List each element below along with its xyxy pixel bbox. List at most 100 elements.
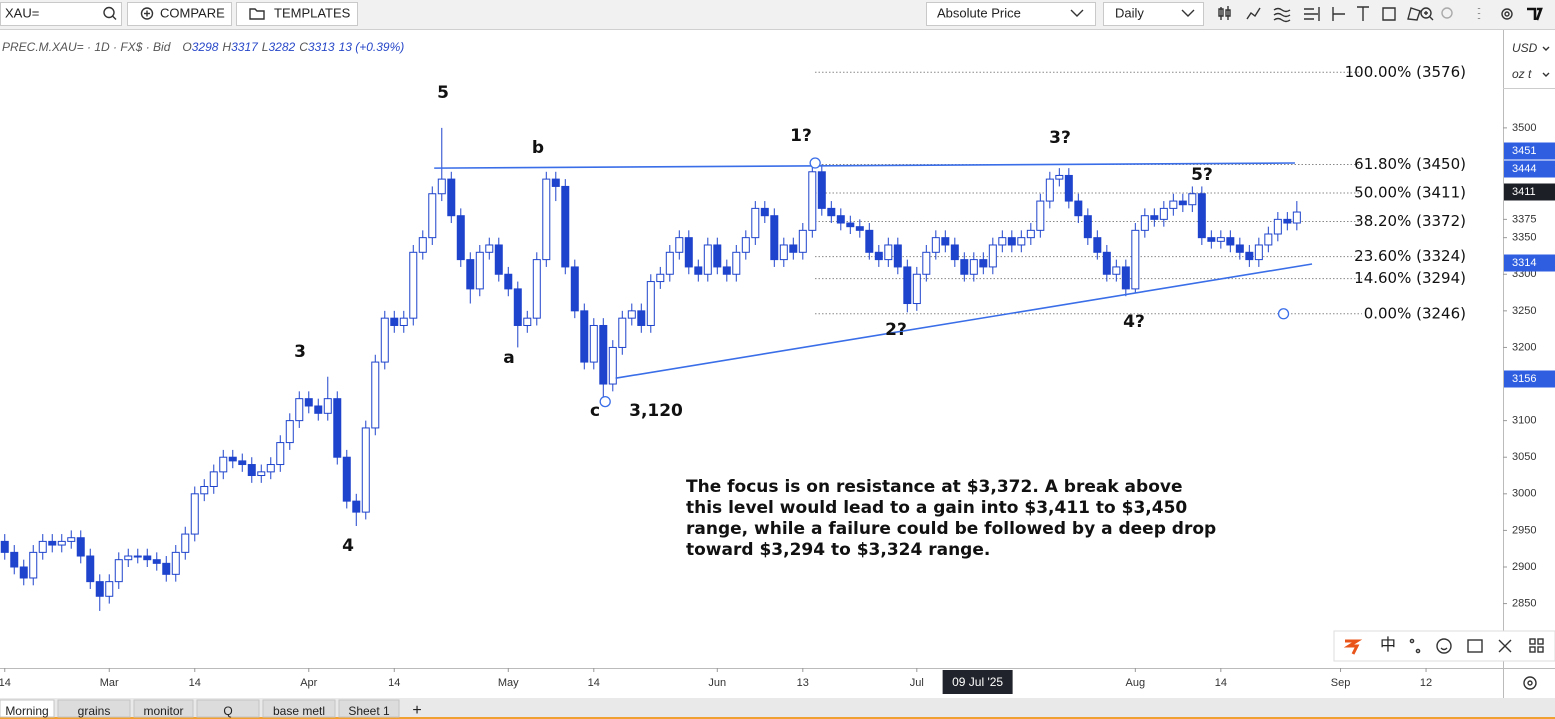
candle-body [1169, 200, 1178, 209]
candle-body [1273, 218, 1282, 235]
candle-body [969, 259, 978, 275]
candle-body [200, 485, 209, 495]
sheet-tab[interactable] [0, 699, 55, 718]
candle-body [1026, 229, 1035, 239]
candle-body [371, 361, 380, 429]
fib-label: 0.00% (3246) [1364, 304, 1466, 322]
sheet-tab-label: Q [223, 704, 232, 718]
language-button[interactable]: 中 [1380, 636, 1396, 654]
candle-body [741, 237, 750, 253]
compare-icon [140, 7, 154, 20]
y-tick-label: 3350 [1512, 232, 1536, 244]
candle-body [304, 398, 313, 407]
interval-dropdown[interactable] [1103, 2, 1204, 26]
candle-body [38, 540, 47, 553]
candle-body [1140, 215, 1149, 231]
candle-body [884, 244, 893, 261]
y-tick-label: 3375 [1512, 213, 1536, 225]
chart: 3500337533503300325032003100305030002950… [0, 63, 1555, 694]
add-tab[interactable]: + [412, 702, 421, 719]
wave-label: b [532, 138, 544, 158]
candle-body [570, 266, 579, 312]
candle-body [76, 537, 85, 557]
anchor-point[interactable] [1277, 308, 1290, 320]
candle-body [209, 471, 218, 487]
x-tick-label: 14 [0, 677, 11, 689]
note-line: range, while a failure could be followed… [686, 519, 1216, 539]
settings-icon[interactable] [1523, 676, 1537, 690]
price-tag [1504, 142, 1555, 160]
candle-body [751, 207, 760, 239]
candle-body [1121, 266, 1130, 290]
wave-label: 4? [1123, 312, 1145, 332]
sheet-tab-label: base metl [273, 704, 325, 718]
candle-body [960, 259, 969, 275]
candle-body [352, 500, 361, 513]
sheet-tab[interactable] [338, 699, 400, 718]
candle-body [1036, 200, 1045, 231]
candle-body [713, 244, 722, 268]
candle-body [418, 237, 427, 253]
currency[interactable]: USD [1512, 41, 1538, 55]
y-tick-label: 3500 [1512, 122, 1536, 134]
unit[interactable]: oz t [1512, 67, 1532, 81]
candle-body [1216, 237, 1225, 242]
sheet-tab-label: monitor [143, 704, 183, 718]
fib-label: 50.00% (3411) [1354, 184, 1466, 202]
candle-body [1112, 266, 1121, 275]
compare-button[interactable] [127, 2, 232, 26]
candle-body [456, 215, 465, 261]
price-tag-label: 3314 [1512, 257, 1536, 269]
candle-body [219, 456, 228, 473]
search-box[interactable] [0, 2, 122, 26]
candle-body [466, 259, 475, 290]
candle-body [143, 555, 152, 561]
candle-body [1093, 237, 1102, 253]
candle-body [874, 251, 883, 261]
plot-area[interactable] [0, 32, 1503, 668]
interval-text: Daily [1115, 5, 1144, 20]
floating-icons[interactable] [1409, 638, 1544, 654]
sheet-tab[interactable] [57, 699, 131, 718]
y-tick-label: 3100 [1512, 415, 1536, 427]
y-tick-label: 2950 [1512, 524, 1536, 536]
legend-key: L [262, 40, 269, 54]
note-line: toward $3,294 to $3,324 range. [686, 540, 990, 560]
toolbar [0, 0, 1555, 29]
anchor-point[interactable] [809, 157, 821, 169]
candle-body [817, 171, 826, 209]
candle-body [808, 171, 817, 231]
legend-key: H [222, 40, 231, 54]
wave-label: 4 [342, 536, 354, 556]
wave-label: 5? [1191, 165, 1213, 185]
brand-icon[interactable] [1343, 639, 1363, 655]
tool-icons[interactable] [1218, 6, 1543, 23]
sheet-tab[interactable] [133, 699, 194, 718]
candle-body [532, 259, 541, 319]
fib-label: 14.60% (3294) [1354, 269, 1466, 287]
sheet-tab[interactable] [262, 699, 336, 718]
sheet-tab[interactable] [196, 699, 260, 718]
chevron [1070, 9, 1084, 17]
price-tag [1504, 183, 1555, 201]
candle-body [1292, 211, 1301, 224]
legend-key: C [299, 40, 308, 54]
candle-body [361, 427, 370, 513]
candle-body [152, 559, 161, 564]
x-tick-label: Sep [1331, 677, 1351, 689]
templates-button[interactable] [236, 2, 358, 26]
candle-body [1045, 178, 1054, 202]
search-icon[interactable] [103, 6, 117, 20]
candle-body [437, 178, 446, 195]
y-tick-label: 3200 [1512, 341, 1536, 353]
candle-body [589, 324, 598, 363]
candle-body [1283, 218, 1292, 224]
wave-label: 2? [885, 320, 907, 340]
candle-body [1264, 233, 1273, 246]
floating-toolbar [1333, 630, 1555, 662]
crosshair-label-box [942, 670, 1013, 694]
anchor-point[interactable] [599, 395, 611, 408]
price-mode-dropdown[interactable] [926, 2, 1096, 26]
x-tick-label: Mar [100, 677, 119, 689]
